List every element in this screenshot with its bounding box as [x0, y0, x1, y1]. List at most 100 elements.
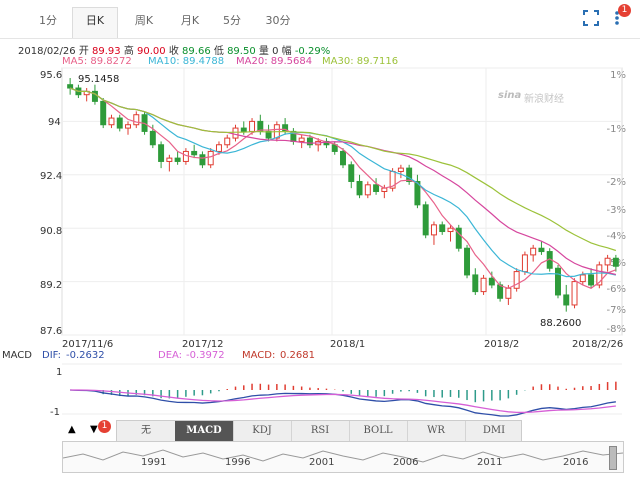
fullscreen-icon-glyph — [583, 10, 599, 26]
macd-tick: -1 — [50, 407, 60, 418]
high-label: 高 — [123, 46, 134, 57]
candle-body — [555, 267, 561, 296]
indicator-none[interactable]: 无 — [117, 421, 176, 441]
more-vertical-icon[interactable] — [608, 10, 626, 28]
dea-label: DEA: — [158, 350, 183, 361]
year-tick: 2011 — [477, 457, 503, 468]
indicator-bar: 无 MACD KDJ RSI BOLL WR DMI — [116, 420, 522, 442]
candle — [232, 124, 239, 142]
candle-body — [596, 264, 603, 286]
candle — [116, 114, 123, 132]
candle-body — [464, 247, 471, 276]
candle-body — [579, 274, 586, 283]
pct-tick: -3% — [606, 205, 626, 216]
candle-body — [480, 277, 487, 293]
candle-body — [108, 117, 115, 126]
close-value: 89.66 — [182, 46, 211, 57]
candle — [67, 78, 74, 95]
candle-body — [414, 180, 421, 206]
price-tick: 92.4 — [40, 171, 63, 182]
candle-body — [588, 274, 595, 286]
date-tick: 2017/11/6 — [62, 339, 114, 350]
candle — [191, 144, 198, 159]
macd-label: MACD: — [242, 350, 276, 361]
candle-body — [430, 224, 437, 236]
macd-tick: 1 — [56, 367, 63, 378]
candle-body — [571, 281, 578, 306]
candle — [497, 281, 504, 302]
price-tick: 95.6 — [40, 70, 63, 81]
candle — [472, 268, 479, 295]
dea-value: -0.3972 — [186, 350, 225, 361]
arrow-down-icon[interactable]: ▼ — [90, 424, 98, 435]
period-tabs: 1分 日K 周K 月K 5分 30分 1 — [0, 0, 640, 39]
candle-body — [215, 144, 222, 152]
quote-line: 2018/02/26 开 89.93 高 90.00 收 89.66 低 89.… — [18, 42, 330, 57]
timeline-navigator[interactable]: 1991 1996 2001 2006 2011 2016 — [62, 441, 624, 473]
candle-body — [232, 127, 239, 139]
high-value: 90.00 — [137, 46, 166, 57]
ma30-line — [69, 87, 617, 252]
low-value: 89.50 — [227, 46, 256, 57]
ma5-line — [69, 87, 617, 289]
fullscreen-icon[interactable] — [582, 10, 600, 28]
candle-body — [497, 284, 504, 299]
candle-body — [158, 144, 165, 162]
tab-1min[interactable]: 1分 — [39, 14, 57, 27]
candle — [422, 201, 429, 239]
candle — [464, 244, 471, 279]
low-label: 低 — [213, 46, 224, 57]
tab-weekly-k[interactable]: 周K — [134, 14, 154, 27]
tab-daily-k[interactable]: 日K — [72, 7, 118, 38]
candle-body — [133, 114, 140, 126]
candle — [571, 278, 578, 309]
candle-body — [240, 127, 247, 132]
candle-body — [356, 180, 363, 196]
candle — [555, 264, 561, 299]
indicator-macd[interactable]: MACD — [175, 421, 234, 441]
candle — [563, 284, 570, 312]
pct-tick: -8% — [606, 324, 626, 335]
candle — [100, 98, 107, 129]
candle — [174, 151, 181, 165]
pct-tick: -4% — [606, 231, 626, 242]
arrow-up-icon[interactable]: ▲ — [68, 424, 76, 435]
candle — [133, 111, 140, 129]
indicator-wr[interactable]: WR — [407, 421, 466, 441]
candle — [306, 134, 313, 149]
date-tick: 2018/2 — [484, 339, 520, 350]
macd-title: MACD — [2, 350, 32, 361]
pct-tick: -2% — [606, 177, 626, 188]
candle — [356, 174, 363, 199]
candle — [414, 174, 421, 209]
volume-label: 量 — [258, 46, 269, 57]
candle-body — [67, 84, 74, 89]
price-tick: 90.8 — [40, 226, 63, 237]
indicator-dmi[interactable]: DMI — [482, 425, 506, 436]
candle — [513, 268, 520, 292]
indicator-rsi[interactable]: RSI — [291, 421, 350, 441]
timeline-handle-right[interactable] — [609, 446, 617, 470]
candle — [125, 121, 131, 135]
change-label: 幅 — [281, 46, 292, 57]
ma20-label: MA20: 89.5684 — [236, 56, 313, 67]
indicator-badge: 1 — [98, 420, 111, 433]
candle-body — [455, 227, 462, 249]
change-value: -0.29% — [294, 46, 331, 57]
candle-body — [100, 100, 107, 126]
date-tick: 2018/2/26 — [572, 339, 624, 350]
candle-body — [505, 287, 512, 299]
indicator-boll[interactable]: BOLL — [349, 421, 408, 441]
timeline-sparkline — [63, 449, 623, 463]
high-annotation: 95.1458 — [78, 74, 120, 85]
candle-body — [149, 130, 156, 146]
candle — [604, 254, 611, 272]
tab-30min[interactable]: 30分 — [265, 14, 291, 27]
volume-value: 0 — [272, 46, 279, 57]
tab-monthly-k[interactable]: 月K — [180, 14, 200, 27]
candle-body — [513, 271, 520, 289]
candle-body — [406, 167, 413, 182]
tab-5min[interactable]: 5分 — [223, 14, 241, 27]
indicator-kdj[interactable]: KDJ — [233, 421, 292, 441]
candle — [480, 274, 487, 295]
